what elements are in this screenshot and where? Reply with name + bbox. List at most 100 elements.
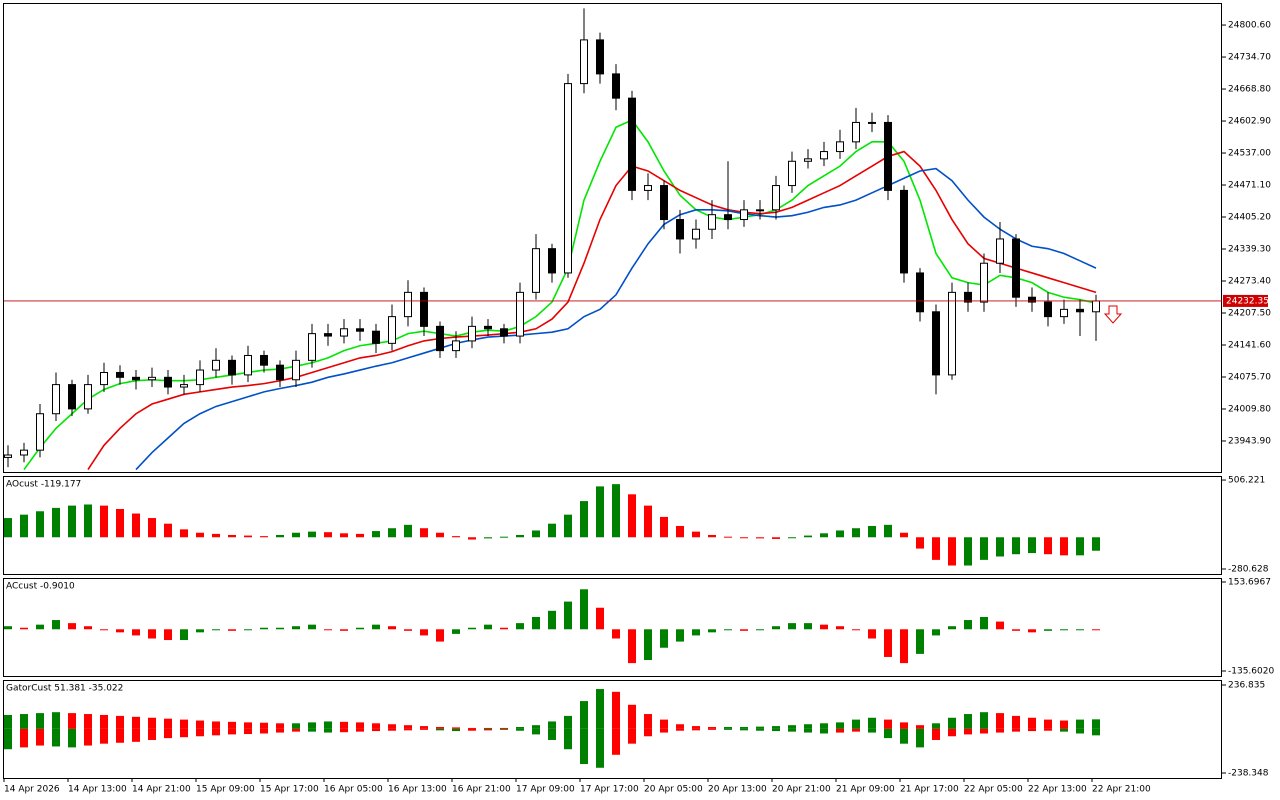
candle-body [612, 73, 620, 99]
candle-body [68, 384, 76, 410]
histogram-bar [1012, 629, 1020, 631]
histogram-bar [1076, 537, 1084, 556]
gator-bar [276, 723, 284, 729]
gator-bar [20, 728, 28, 748]
gator-bar [84, 714, 92, 729]
indicator-title: ACcust -0.9010 [6, 582, 75, 592]
histogram-bar [484, 624, 492, 630]
histogram-bar [308, 531, 316, 538]
gator-bar [660, 719, 668, 729]
histogram-bar [692, 629, 700, 636]
candle-body [212, 359, 220, 371]
gator-bar [52, 728, 60, 747]
histogram-bar [372, 531, 380, 538]
candle-body [4, 454, 12, 458]
histogram-bar [436, 629, 444, 642]
histogram-bar [868, 525, 876, 538]
gator-bar [836, 728, 844, 733]
candle-body [676, 219, 684, 240]
gator-bar [692, 726, 700, 729]
histogram-bar [948, 626, 956, 630]
x-tick-label: 21 Apr 17:00 [900, 785, 959, 795]
indicator-title: GatorCust 51.381 -35.022 [6, 684, 123, 694]
gator-bar [532, 728, 540, 735]
gator-bar [948, 728, 956, 737]
histogram-bar [964, 620, 972, 630]
gator-bar [436, 728, 444, 731]
histogram-bar [180, 629, 188, 641]
histogram-bar [308, 624, 316, 630]
gator-bar [68, 728, 76, 748]
gator-bar [980, 712, 988, 729]
histogram-bar [1028, 629, 1036, 633]
candle-body [756, 209, 764, 212]
gator-bar [948, 717, 956, 729]
gator-bar [356, 722, 364, 729]
histogram-bar [724, 536, 732, 538]
histogram-bar [676, 525, 684, 538]
candle-body [1028, 296, 1036, 303]
histogram-bar [420, 528, 428, 538]
histogram-bar [116, 629, 124, 633]
histogram-bar [292, 532, 300, 538]
gator-bar [612, 728, 620, 755]
gator-bar [900, 728, 908, 744]
histogram-bar [820, 624, 828, 630]
gator-bar [1076, 719, 1084, 729]
histogram-bar [948, 537, 956, 566]
histogram-bar [532, 530, 540, 538]
histogram-bar [788, 623, 796, 630]
histogram-bar [708, 629, 716, 633]
x-tick-label: 16 Apr 05:00 [324, 785, 383, 795]
candle-body [532, 248, 540, 293]
gator-bar [580, 701, 588, 729]
histogram-bar [516, 535, 524, 538]
x-tick-label: 22 Apr 05:00 [964, 785, 1023, 795]
y-tick-label: 24734.70 [1228, 53, 1271, 63]
histogram-bar [596, 486, 604, 538]
candle-body [548, 248, 556, 274]
histogram-bar [836, 530, 844, 538]
gator-bar [676, 728, 684, 731]
histogram-bar [436, 532, 444, 538]
candle-body [180, 384, 188, 388]
gator-bar [1044, 719, 1052, 729]
gator-bar [1060, 720, 1068, 729]
candle-body [244, 354, 252, 376]
histogram-bar [1028, 537, 1036, 554]
candle-body [708, 214, 716, 230]
histogram-bar [996, 621, 1004, 630]
gator-bar [500, 727, 508, 729]
histogram-bar [196, 629, 204, 633]
histogram-bar [212, 629, 220, 631]
histogram-bar [340, 533, 348, 538]
histogram-bar [628, 494, 636, 538]
gator-bar [932, 723, 940, 729]
candle-body [852, 121, 860, 143]
histogram-bar [164, 629, 172, 641]
candle-body [100, 371, 108, 386]
gator-bar [708, 728, 716, 730]
gator-bar [1092, 728, 1100, 736]
histogram-bar [996, 537, 1004, 557]
candle-body [36, 413, 44, 451]
histogram-bar [1012, 537, 1020, 555]
gator-bar [596, 728, 604, 768]
histogram-bar [164, 523, 172, 538]
histogram-bar [900, 532, 908, 538]
gator-bar [548, 721, 556, 729]
y-tick-label: 24668.80 [1228, 85, 1271, 95]
candle-body [356, 328, 364, 332]
gator-bar [628, 728, 636, 744]
gator-bar [196, 728, 204, 737]
gator-bar [36, 728, 44, 746]
gator-bar [148, 728, 156, 740]
gator-bar [996, 728, 1004, 733]
y-tick-label: 24800.60 [1228, 21, 1271, 31]
histogram-bar [612, 484, 620, 538]
x-tick-label: 16 Apr 21:00 [452, 785, 511, 795]
histogram-bar [244, 629, 252, 631]
gator-bar [468, 728, 476, 731]
gator-bar [164, 718, 172, 729]
candle-body [324, 333, 332, 337]
